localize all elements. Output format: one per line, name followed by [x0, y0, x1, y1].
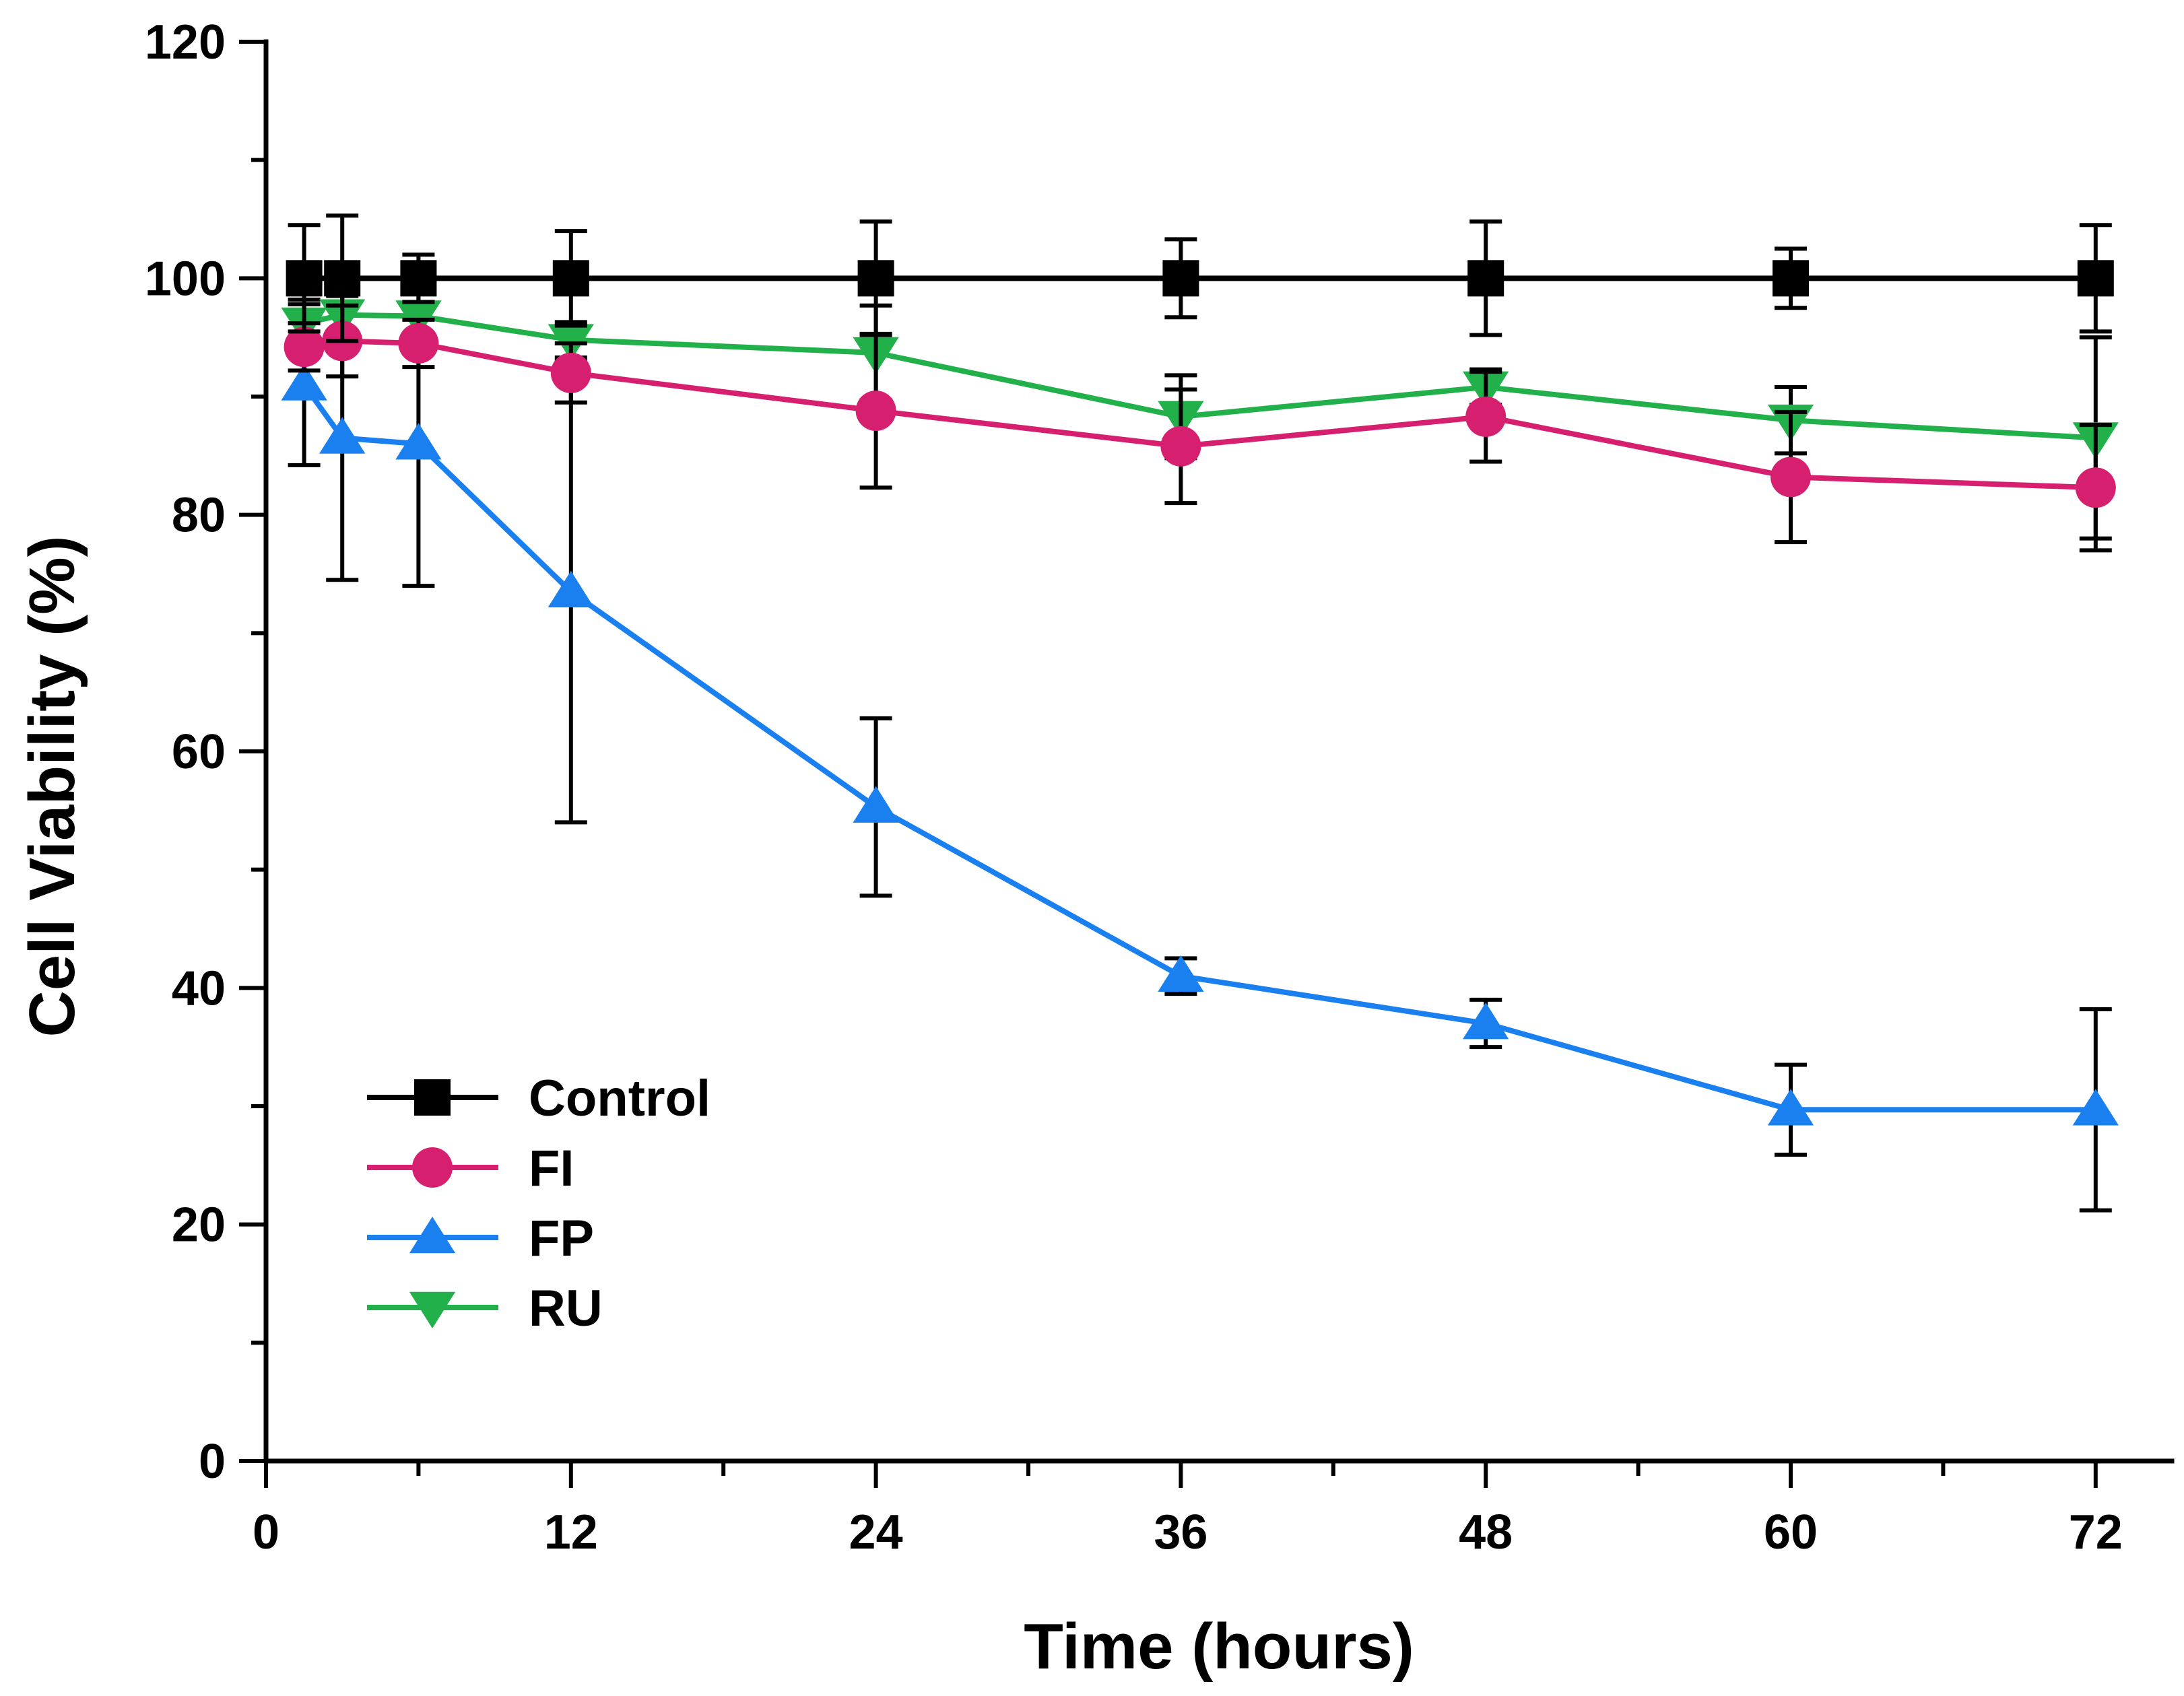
legend: Control FI FP RU — [367, 1070, 710, 1337]
y-tick-label: 120 — [145, 15, 226, 69]
legend-label-fp: FP — [529, 1210, 594, 1267]
data-point-control — [1162, 260, 1199, 297]
data-point-control — [286, 260, 323, 297]
y-axis-label: Cell Viability (%) — [16, 535, 88, 1037]
data-point-fi — [1160, 426, 1201, 467]
series-fi — [284, 303, 2116, 553]
data-point-fp — [395, 423, 442, 460]
data-point-control — [400, 260, 437, 297]
data-point-fi — [550, 352, 591, 393]
y-tick-label: 20 — [172, 1198, 226, 1252]
x-tick-label: 0 — [253, 1505, 279, 1559]
y-tick-label: 80 — [172, 489, 226, 543]
data-point-fp — [2072, 1089, 2119, 1126]
data-point-fi — [1465, 396, 1507, 437]
data-point-control — [857, 260, 894, 297]
legend-label-ru: RU — [529, 1280, 603, 1337]
legend-label-control: Control — [529, 1070, 710, 1127]
y-tick-label: 40 — [172, 961, 226, 1015]
data-point-fp — [281, 364, 327, 401]
legend-marker-fi — [412, 1147, 453, 1188]
x-tick-label: 36 — [1154, 1505, 1207, 1559]
data-point-fp — [1463, 1002, 1509, 1040]
series-control — [286, 213, 2114, 343]
legend-item-fp: FP — [367, 1210, 594, 1267]
x-axis-label: Time (hours) — [1024, 1610, 1414, 1683]
data-point-fi — [284, 327, 325, 368]
x-tick-label: 72 — [2069, 1505, 2123, 1559]
legend-marker-ru — [409, 1291, 456, 1329]
series-ru — [281, 283, 2119, 541]
data-point-fp — [1767, 1089, 1814, 1126]
x-tick-label: 60 — [1764, 1505, 1818, 1559]
legend-item-fi: FI — [367, 1140, 574, 1197]
data-point-fi — [398, 323, 439, 364]
legend-label-fi: FI — [529, 1140, 574, 1197]
data-point-fi — [855, 391, 896, 432]
data-point-control — [552, 260, 589, 297]
data-point-fi — [2075, 467, 2116, 508]
data-point-control — [1773, 260, 1809, 297]
y-tick-label: 60 — [172, 725, 226, 779]
data-point-control — [2077, 260, 2114, 297]
y-tick-label: 0 — [199, 1435, 226, 1489]
y-tick-label: 100 — [145, 252, 226, 306]
data-point-control — [1467, 260, 1504, 297]
series-fp — [281, 294, 2119, 1213]
data-point-fp — [853, 786, 899, 823]
data-point-control — [324, 260, 361, 297]
data-point-fi — [1771, 456, 1811, 498]
x-tick-label: 48 — [1459, 1505, 1513, 1559]
axes: 0 20 40 60 80 100 120 0 12 24 36 48 60 72 — [145, 15, 2175, 1559]
x-tick-label: 12 — [544, 1505, 598, 1559]
legend-item-ru: RU — [367, 1280, 603, 1337]
legend-item-control: Control — [367, 1070, 710, 1127]
data-point-fp — [319, 417, 366, 454]
x-tick-label: 24 — [849, 1505, 903, 1559]
data-point-fp — [548, 570, 594, 608]
series-layer — [281, 213, 2119, 1213]
data-point-fp — [1158, 955, 1204, 992]
legend-marker-control — [414, 1079, 451, 1116]
legend-marker-fp — [409, 1216, 456, 1254]
